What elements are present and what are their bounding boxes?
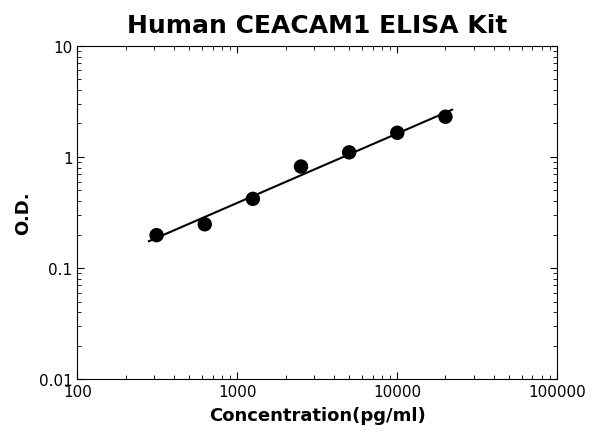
Point — [296, 164, 306, 171]
Title: Human CEACAM1 ELISA Kit: Human CEACAM1 ELISA Kit — [127, 14, 508, 38]
Point — [392, 130, 402, 137]
Point — [440, 114, 450, 121]
Point — [200, 221, 209, 228]
Point — [248, 196, 257, 203]
Y-axis label: O.D.: O.D. — [14, 191, 32, 235]
Point — [344, 149, 354, 156]
Point — [152, 232, 161, 239]
X-axis label: Concentration(pg/ml): Concentration(pg/ml) — [209, 406, 426, 424]
